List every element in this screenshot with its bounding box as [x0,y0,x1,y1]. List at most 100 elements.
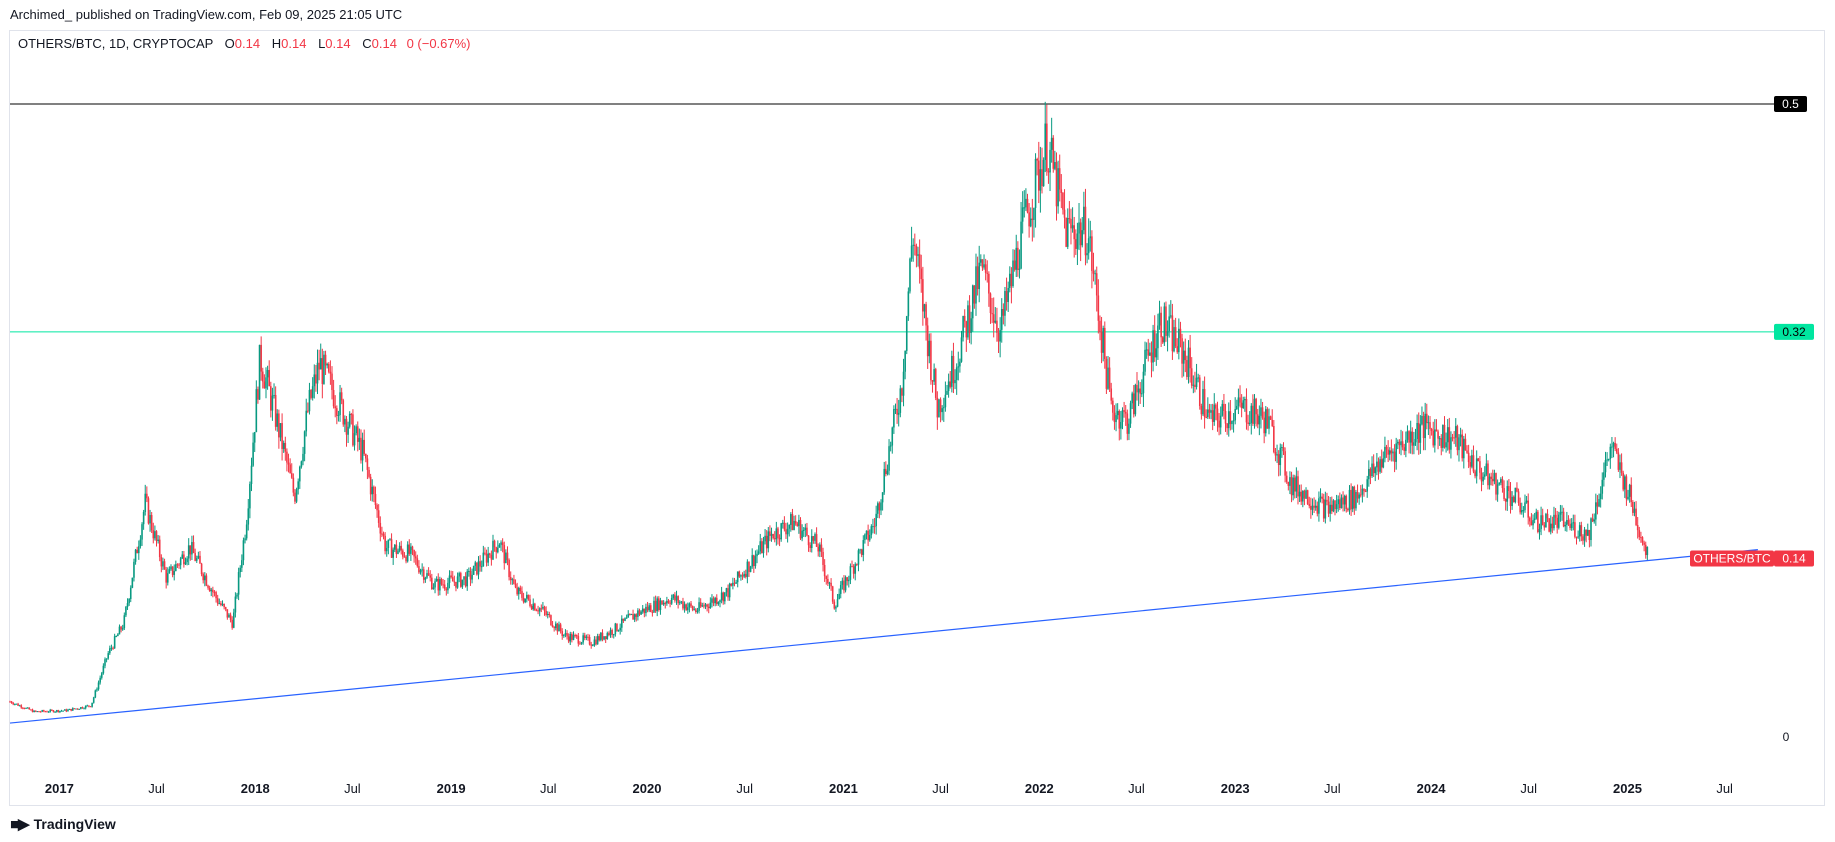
candle-body [1029,218,1032,227]
candle-body [1511,496,1513,507]
candle-body [662,602,665,605]
candle-body [1245,399,1248,423]
candle-body [1340,497,1343,509]
candle-body [38,711,40,713]
candle-body [212,589,214,593]
candle-body [1266,409,1269,429]
candle-body [563,634,565,636]
candle-body [740,575,742,577]
candle-body [358,437,361,442]
candle-body [706,604,708,607]
candle-body [484,552,486,554]
candle-body [204,575,206,581]
legend-symbol[interactable]: OTHERS/BTC, 1D, CRYPTOCAP [18,36,214,51]
candle-body [15,703,18,705]
candle-body [1619,462,1621,470]
candle-body [368,469,370,477]
candle-body [1427,422,1430,424]
candle-body [183,554,185,565]
candle-body [281,423,283,449]
candle-body [688,603,691,608]
candle-body [268,370,271,387]
candle-body [261,371,264,382]
candle-body [94,690,97,698]
candle-body [492,540,494,560]
candle-body [166,573,169,583]
candle-body [1158,312,1161,326]
candle-body [1099,320,1101,332]
candle-body [1385,446,1388,450]
candle-body [762,541,765,554]
candle-body [189,545,192,555]
candle-body [392,549,394,558]
candle-body [133,561,135,578]
candle-body [1358,494,1360,499]
candle-body [1236,405,1238,410]
candle-body [891,427,894,446]
candle-body [1393,451,1396,462]
candle-body [769,531,771,536]
footer-brand[interactable]: ■▶ TradingView [10,815,116,833]
candle-body [1227,411,1230,429]
candle-body [1624,476,1626,490]
candle-body [786,528,789,535]
candle-body [1432,430,1435,446]
candle-body [744,573,747,577]
candle-body [215,592,217,599]
candle-body [672,594,675,598]
candle-body [1487,463,1489,486]
candle-body [1300,491,1303,502]
candle-body [84,705,87,709]
candle-body [661,600,663,605]
candle-body [348,413,351,427]
candle-body [1171,315,1174,352]
candle-body [1141,393,1143,395]
candle-body [1533,518,1536,521]
candle-body [572,635,575,640]
candle-body [1000,309,1003,330]
candle-body [1408,431,1410,443]
candle-body [445,588,448,591]
candle-body [400,545,403,551]
candle-body [76,708,79,710]
candle-body [1200,406,1203,415]
candle-body [569,633,572,642]
candle-body [313,374,316,387]
candle-body [162,561,164,567]
candle-body [712,598,715,604]
candle-body [609,630,612,636]
candle-body [883,468,886,493]
candle-body [10,701,13,704]
candle-body [583,635,586,639]
candle-body [1041,169,1043,187]
candle-body [1223,403,1225,411]
candle-body [54,711,56,713]
candle-body [719,600,721,603]
candle-body [131,577,134,588]
legend-high-value: 0.14 [281,36,307,51]
candle-body [1208,409,1211,413]
candle-body [711,598,713,603]
candle-body [1638,530,1641,538]
candle-body [432,587,435,590]
candle-body [1430,429,1433,431]
candle-body [75,708,77,710]
candle-body [561,631,564,636]
candle-body [1421,415,1423,425]
candle-body [514,583,517,588]
candle-body [1578,525,1581,537]
x-tick-label-7: Jul [736,781,753,796]
candle-body [1508,486,1510,491]
candle-body [765,535,768,549]
candle-body [1182,350,1185,364]
candle-body [1282,447,1285,452]
candle-body [1131,393,1133,404]
x-tick-label-11: Jul [1128,781,1145,796]
candle-body [247,508,250,525]
candle-body [67,709,69,712]
candle-body [165,569,167,583]
candle-body [1049,149,1051,173]
candle-body [353,433,356,446]
candle-body [1527,500,1530,518]
